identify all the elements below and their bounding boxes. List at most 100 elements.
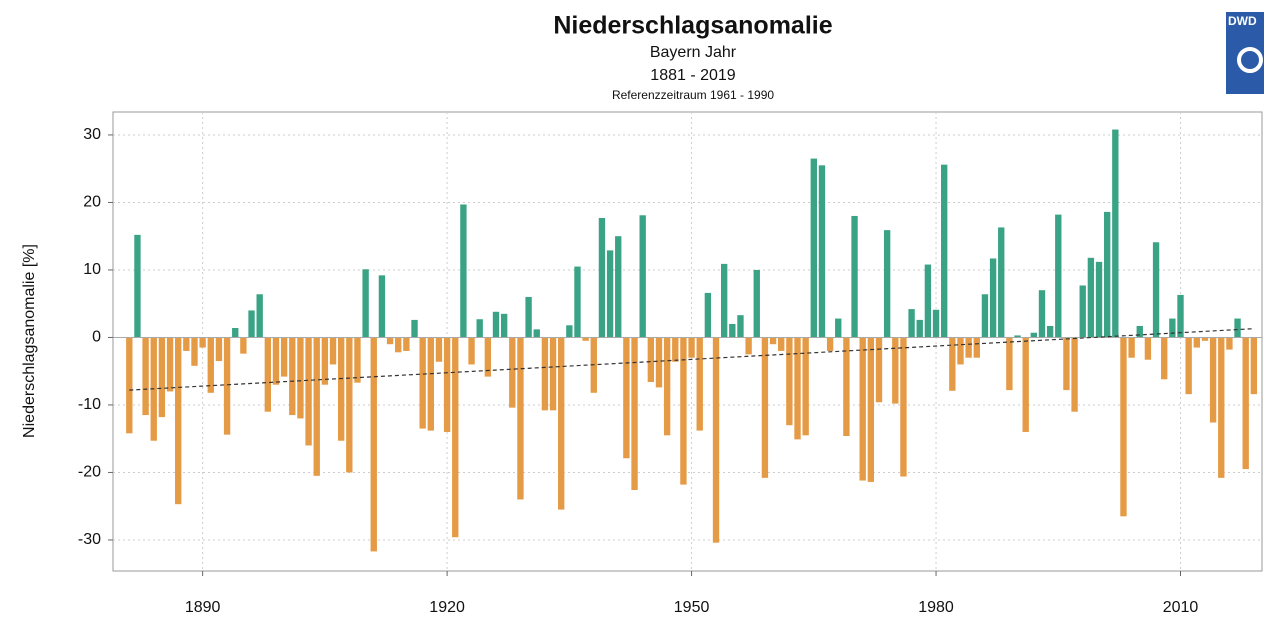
bar [395, 337, 402, 353]
bar [998, 227, 1005, 338]
bar [1022, 337, 1029, 432]
bar [1120, 337, 1127, 517]
bar [908, 309, 915, 338]
bar [696, 337, 703, 431]
chart-title: Niederschlagsanomalie [553, 12, 832, 40]
bar [1095, 261, 1103, 338]
bar [916, 319, 923, 338]
bar [158, 337, 166, 418]
bar [712, 337, 720, 543]
bar [843, 337, 850, 436]
bar [688, 337, 695, 358]
bar [1218, 337, 1225, 478]
bar [867, 337, 875, 482]
bar [215, 337, 223, 362]
x-tick-label: 1920 [429, 599, 465, 616]
bar [851, 215, 858, 338]
bar [370, 337, 377, 552]
bar [492, 311, 500, 338]
bar [142, 337, 149, 416]
bar [892, 337, 899, 404]
bar [346, 337, 353, 473]
bar [957, 337, 964, 365]
bar [435, 337, 443, 362]
bar [737, 315, 744, 338]
bar [525, 296, 532, 338]
logo-swirl [1237, 47, 1263, 73]
bar [818, 165, 826, 338]
bar [183, 337, 190, 351]
y-tick-label: -20 [78, 464, 101, 481]
x-tick-label: 1980 [918, 599, 954, 616]
bar [1112, 129, 1119, 338]
bar [835, 318, 842, 338]
bar [1185, 337, 1192, 395]
bar [297, 337, 304, 419]
bar [574, 266, 581, 338]
bar [362, 269, 369, 338]
bar [1046, 325, 1054, 338]
bar [778, 337, 785, 351]
y-tick-label: 30 [83, 126, 101, 143]
bar [419, 337, 426, 429]
bar [1226, 337, 1233, 350]
bar [378, 275, 386, 338]
bar [460, 204, 467, 338]
y-tick-label: 10 [83, 261, 101, 278]
bar [663, 337, 671, 436]
bar [1250, 337, 1258, 395]
bar [1030, 332, 1038, 338]
bar [753, 269, 760, 338]
bar [476, 319, 483, 338]
y-axis-label: Niederschlagsanomalie [%] [21, 244, 38, 438]
bar [1087, 257, 1095, 338]
bar [256, 294, 263, 338]
bar [386, 337, 394, 345]
bar [126, 337, 133, 434]
bar [1177, 294, 1184, 338]
bar [786, 337, 793, 426]
bar [900, 337, 907, 477]
bar [533, 329, 540, 338]
bar [240, 337, 247, 354]
bar [134, 234, 141, 338]
bar [509, 337, 516, 408]
bar [1169, 318, 1176, 338]
bar [1144, 337, 1152, 360]
bar [883, 230, 891, 338]
bar [1063, 337, 1070, 391]
bar [941, 164, 948, 338]
bar [1038, 290, 1046, 338]
bar [175, 337, 182, 505]
bar [802, 337, 809, 436]
bar [1006, 337, 1013, 391]
bar [1234, 318, 1241, 338]
y-tick-label: 20 [83, 194, 101, 211]
logo-text: DWD [1228, 14, 1257, 28]
bar [232, 328, 239, 338]
bar [313, 337, 320, 476]
bar [623, 337, 630, 459]
bar [452, 337, 459, 538]
bar [875, 337, 883, 403]
bar [166, 337, 174, 392]
bar [729, 323, 736, 338]
bar [973, 337, 980, 358]
bar [280, 337, 288, 377]
chart-reference: Referenzzeitraum 1961 - 1990 [612, 88, 774, 102]
bar [582, 337, 589, 341]
bar [639, 215, 646, 338]
bar [1079, 285, 1086, 338]
bar [223, 337, 231, 435]
bar [289, 337, 296, 416]
bar [427, 337, 434, 431]
bar [411, 319, 418, 338]
bar [672, 337, 679, 362]
bar [1161, 337, 1168, 380]
bar [769, 337, 777, 345]
bar [810, 158, 817, 338]
x-tick-label: 1950 [674, 599, 710, 616]
bar [1209, 337, 1217, 423]
chart-period: 1881 - 2019 [650, 67, 736, 84]
y-tick-label: -10 [78, 396, 101, 413]
